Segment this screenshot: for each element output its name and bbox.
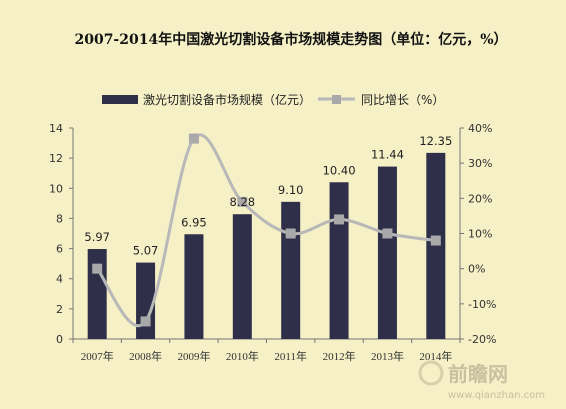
y-left-tick-label: 14 — [49, 122, 63, 135]
x-tick-label: 2013年 — [371, 349, 404, 363]
bar — [426, 152, 446, 339]
y-right-tick-label: 10% — [468, 228, 492, 241]
legend: 激光切割设备市场规模（亿元） 同比增长（%） — [102, 92, 444, 107]
watermark-logo-icon — [418, 360, 444, 386]
legend-bar-swatch — [102, 95, 138, 104]
bar — [329, 182, 349, 339]
growth-point — [382, 228, 393, 239]
bar — [232, 214, 252, 339]
y-left-tick-label: 12 — [49, 152, 63, 165]
bar — [377, 166, 397, 339]
y-right-tick-label: -10% — [468, 298, 496, 311]
y-right-tick-label: 30% — [468, 157, 492, 170]
x-tick-label: 2012年 — [323, 349, 356, 363]
growth-point — [92, 263, 103, 274]
growth-point — [334, 214, 345, 225]
y-right-tick-label: 40% — [468, 122, 492, 135]
bar-value-label: 10.40 — [323, 163, 356, 177]
y-right-tick-label: 0% — [468, 263, 485, 276]
x-tick-label: 2010年 — [226, 349, 259, 363]
legend-line-marker — [332, 95, 341, 104]
x-tick-label: 2008年 — [129, 349, 162, 363]
y-left-tick-label: 10 — [49, 182, 63, 195]
watermark-url: www.qianzhan.com — [448, 390, 545, 401]
chart-title: 2007-2014年中国激光切割设备市场规模走势图（单位：亿元，%） — [74, 31, 507, 48]
bar-value-label: 12.35 — [419, 134, 452, 148]
bar-value-label: 11.44 — [371, 148, 404, 162]
watermark: 前瞻网 www.qianzhan.com — [418, 360, 545, 401]
bar-value-label: 6.95 — [181, 215, 207, 229]
growth-line — [92, 133, 441, 327]
y-left-tick-label: 2 — [56, 303, 63, 316]
y-left-tick-label: 0 — [56, 333, 63, 346]
y-left-tick-label: 6 — [56, 243, 63, 256]
bar — [87, 249, 107, 339]
bar-value-label: 5.97 — [84, 230, 110, 244]
x-tick-label: 2009年 — [177, 349, 210, 363]
data-labels: 5.97 5.07 6.95 8.28 9.10 10.40 11.44 12.35 — [84, 134, 452, 258]
growth-point — [237, 196, 248, 207]
bar — [281, 201, 301, 339]
y-left-tick-label: 8 — [56, 212, 63, 225]
y-right-tick-label: -20% — [468, 333, 496, 346]
growth-point — [188, 133, 199, 144]
bar-value-label: 5.07 — [133, 244, 159, 258]
growth-point — [430, 235, 441, 246]
bar-value-label: 8.28 — [230, 195, 256, 209]
x-tick-label: 2011年 — [274, 349, 307, 363]
x-tick-label: 2014年 — [419, 349, 452, 363]
watermark-brand: 前瞻网 — [448, 362, 508, 386]
x-tick-label: 2007年 — [81, 349, 114, 363]
bar — [184, 234, 204, 339]
growth-point — [140, 316, 151, 327]
bar — [136, 262, 156, 339]
legend-bar-label: 激光切割设备市场规模（亿元） — [143, 92, 311, 107]
axes: 0 2 4 6 8 10 12 14 -20% -10% 0% 10% 20% 30% 40% 2007年 20… — [49, 122, 496, 363]
y-left-tick-label: 4 — [56, 273, 63, 286]
legend-line-label: 同比增长（%） — [361, 93, 444, 107]
y-right-tick-label: 20% — [468, 192, 492, 205]
growth-point — [285, 228, 296, 239]
bar-value-label: 9.10 — [278, 183, 304, 197]
